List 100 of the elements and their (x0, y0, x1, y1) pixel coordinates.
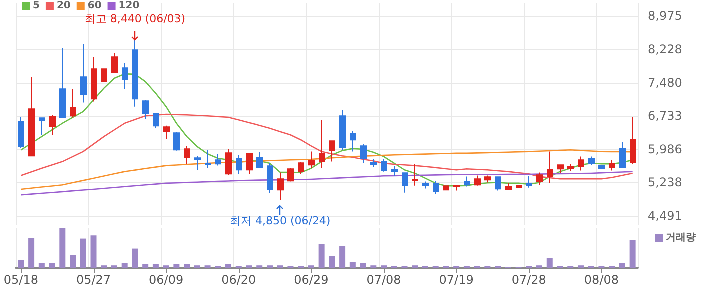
bar (90, 236, 97, 268)
candlestick (142, 100, 149, 120)
legend-label: 5 (33, 0, 40, 12)
legend-label: 120 (118, 0, 140, 12)
legend-label: 거래량 (666, 232, 696, 244)
bar (80, 238, 86, 268)
x-tick-label: 07/08 (366, 273, 402, 287)
candlestick (153, 112, 159, 129)
candlestick (464, 176, 470, 188)
x-tick-label: 08/08 (584, 273, 620, 287)
candlestick (267, 162, 273, 194)
bar (360, 263, 366, 268)
candlestick (391, 166, 398, 177)
candlestick (256, 152, 263, 169)
candlestick (277, 172, 284, 201)
candlestick (339, 110, 346, 151)
x-tick-label: 05/18 (4, 273, 38, 287)
bar (546, 258, 553, 268)
candlestick (163, 125, 170, 140)
candlestick (173, 132, 180, 152)
candlestick (298, 162, 304, 175)
candlestick (578, 156, 584, 172)
candlestick (225, 148, 232, 176)
candlestick (49, 114, 56, 136)
candlestick (308, 151, 315, 169)
y-tick-label: 5,238 (648, 176, 682, 190)
line-series (20, 114, 634, 180)
candlestick (80, 44, 87, 104)
candlestick (474, 175, 481, 186)
bar (49, 263, 56, 268)
line-series (20, 171, 634, 196)
x-tick-label: 07/28 (512, 273, 546, 287)
candlestick (526, 176, 532, 188)
candlestick (453, 185, 460, 192)
candlestick (70, 88, 76, 118)
candlestick (184, 146, 190, 165)
y-tick-label: 8,975 (648, 9, 682, 24)
y-tick-label: 4,491 (648, 209, 682, 224)
bar (70, 255, 76, 268)
candlestick (412, 164, 418, 186)
candlestick (443, 186, 449, 191)
candlestick (111, 52, 118, 74)
candlestick (516, 184, 522, 189)
candlestick (329, 140, 335, 162)
candlestick (598, 165, 605, 169)
bar (174, 264, 180, 268)
candlestick (287, 168, 294, 182)
candlestick (381, 158, 387, 172)
annotation: 최저 4,850 (06/24) (230, 214, 331, 228)
candlestick (609, 160, 615, 172)
bar (132, 248, 138, 268)
candlestick (122, 62, 128, 90)
candlestick (557, 164, 564, 174)
candlestick (536, 172, 543, 186)
candlestick (91, 56, 97, 102)
bar (329, 256, 336, 268)
candlestick (18, 116, 24, 149)
candlestick (39, 118, 45, 136)
candlestick (422, 181, 429, 190)
annotation: 최고 8,440 (06/03) (84, 12, 186, 26)
candlestick (205, 150, 211, 169)
bar (226, 264, 232, 268)
candlestick (547, 151, 553, 184)
candlestick (236, 154, 242, 175)
candlestick (402, 172, 408, 194)
bar (619, 263, 626, 268)
y-tick-label: 6,733 (648, 109, 682, 124)
candlestick (194, 156, 201, 171)
candlestick (505, 182, 512, 191)
candlestick (370, 158, 377, 168)
candlestick (350, 130, 356, 152)
bar (60, 228, 66, 268)
candlestick (59, 48, 66, 118)
candlestick (246, 152, 253, 175)
bar (340, 246, 346, 268)
bar (318, 244, 325, 268)
x-tick-label: 05/27 (76, 273, 112, 287)
legend-label: 60 (88, 0, 102, 12)
candlestick (567, 164, 574, 172)
candlestick (495, 176, 501, 192)
y-tick-label: 8,228 (648, 42, 682, 56)
candlestick (588, 156, 595, 166)
bar (184, 264, 190, 268)
x-tick-label: 06/20 (222, 273, 256, 287)
bar (28, 238, 35, 268)
bar (152, 264, 159, 268)
candlestick (101, 68, 107, 82)
bar (630, 240, 636, 268)
candlestick (433, 180, 439, 195)
bar (38, 263, 45, 268)
candlestick (630, 116, 636, 165)
legend-label: 20 (56, 0, 71, 12)
candlestick (360, 144, 367, 164)
x-tick-label: 07/19 (439, 273, 474, 287)
candlestick (215, 154, 221, 166)
candlestick (484, 175, 491, 184)
candlestick (28, 76, 35, 157)
bar (350, 262, 356, 268)
bar (122, 263, 128, 268)
y-tick-label: 5,986 (648, 142, 682, 156)
